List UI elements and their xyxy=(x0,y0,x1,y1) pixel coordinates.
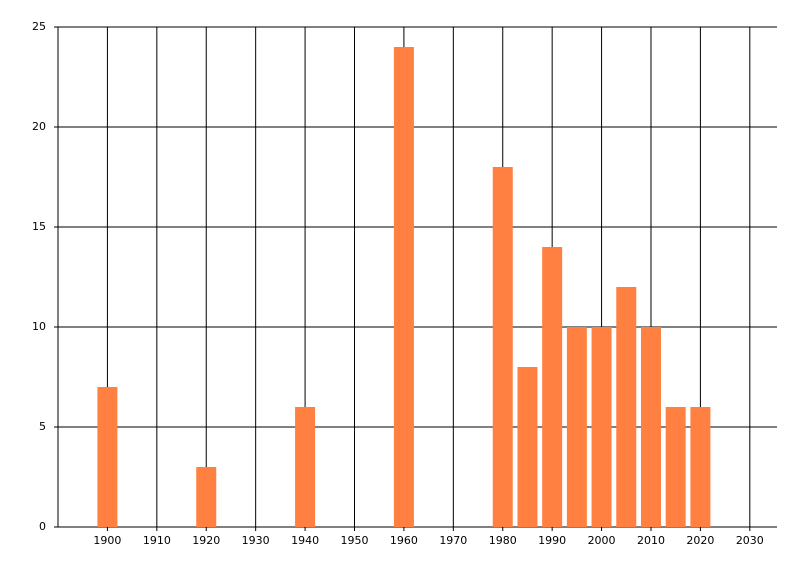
y-tick-label: 20 xyxy=(32,120,46,133)
bar xyxy=(566,327,587,527)
x-tick-label: 1900 xyxy=(93,534,121,547)
bar xyxy=(665,407,686,527)
y-tick-label: 10 xyxy=(32,320,46,333)
bar xyxy=(690,407,711,527)
y-tick-label: 15 xyxy=(32,220,46,233)
x-tick-label: 1950 xyxy=(340,534,368,547)
bar xyxy=(591,327,612,527)
x-tick-label: 1930 xyxy=(242,534,270,547)
bar xyxy=(640,327,661,527)
x-tick-label: 1920 xyxy=(192,534,220,547)
x-tick-label: 2010 xyxy=(637,534,665,547)
x-tick-label: 2020 xyxy=(686,534,714,547)
bar xyxy=(97,387,118,527)
x-tick-label: 1970 xyxy=(439,534,467,547)
x-tick-label: 1990 xyxy=(538,534,566,547)
x-tick-label: 1940 xyxy=(291,534,319,547)
x-tick-label: 1960 xyxy=(390,534,418,547)
y-tick-label: 0 xyxy=(39,520,46,533)
x-tick-label: 1980 xyxy=(489,534,517,547)
y-tick-label: 5 xyxy=(39,420,46,433)
bar xyxy=(542,247,563,527)
bar xyxy=(393,47,414,527)
bar xyxy=(196,467,217,527)
y-tick-label: 25 xyxy=(32,20,46,33)
x-tick-label: 1910 xyxy=(143,534,171,547)
bar xyxy=(492,167,513,527)
x-tick-label: 2000 xyxy=(588,534,616,547)
bar xyxy=(517,367,538,527)
x-tick-label: 2030 xyxy=(736,534,764,547)
bar xyxy=(295,407,316,527)
bar xyxy=(616,287,637,527)
